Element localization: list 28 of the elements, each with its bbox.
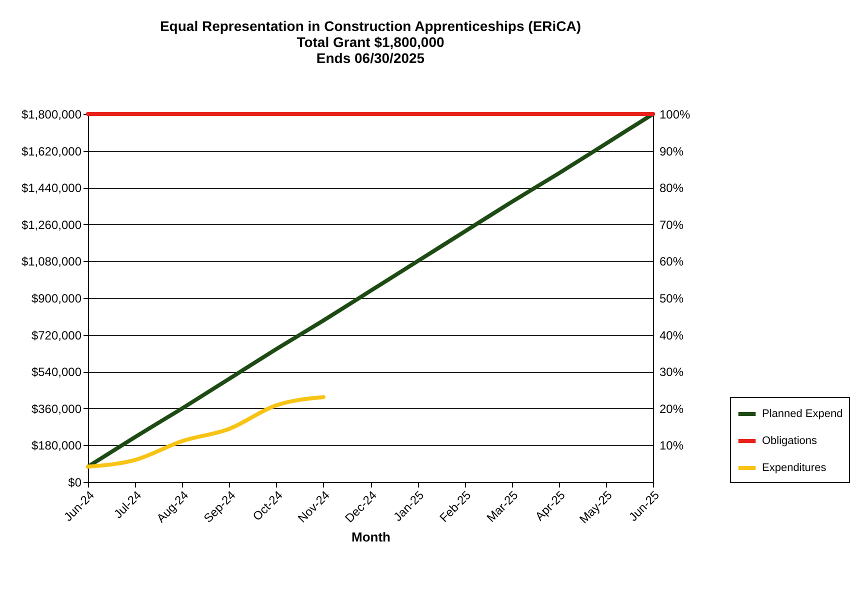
y2-tick-label: 100%	[660, 108, 691, 122]
y-tick-label: $1,080,000	[21, 254, 82, 269]
y2-tick-label: 80%	[660, 181, 684, 196]
line-series	[86, 395, 326, 469]
y-tick-label: $180,000	[31, 438, 82, 453]
legend-label: Obligations	[762, 435, 818, 447]
chart-subtitle: Total Grant $1,800,000 Ends 06/30/2025	[296, 34, 445, 66]
y2-tick-label: 90%	[660, 144, 684, 158]
y2-tick-label: 10%	[660, 438, 684, 453]
legend-label: Planned Expend	[762, 408, 843, 420]
y-tick-label: $720,000	[31, 328, 82, 342]
y-tick-label: $1,260,000	[21, 218, 82, 232]
y2-tick-label: 70%	[660, 218, 684, 232]
y-tick-label: $540,000	[31, 365, 82, 380]
y2-tick-label: 50%	[660, 292, 684, 306]
y-tick-label: $1,800,000	[21, 108, 82, 122]
y-tick-label: $1,440,000	[21, 181, 82, 196]
chart-title: Equal Representation in Construction Apprenticeships (ERiCA)	[160, 18, 582, 34]
y-tick-label: $900,000	[31, 292, 82, 306]
y-tick-label: $0	[68, 476, 82, 490]
y2-tick-label: 40%	[660, 328, 684, 342]
y2-tick-label: 20%	[660, 402, 684, 416]
legend-label: Expenditures	[762, 462, 827, 474]
x-axis-title: Month	[352, 530, 391, 545]
y2-tick-label: 60%	[660, 254, 684, 269]
y-tick-label: $360,000	[31, 402, 82, 416]
y2-tick-label: 30%	[660, 365, 684, 380]
y-tick-label: $1,620,000	[21, 144, 82, 158]
